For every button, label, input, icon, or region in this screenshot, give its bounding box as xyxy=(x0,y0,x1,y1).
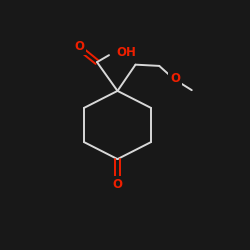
Text: O: O xyxy=(112,178,122,190)
Text: O: O xyxy=(74,40,84,53)
Text: O: O xyxy=(170,72,180,86)
Text: OH: OH xyxy=(116,46,136,59)
